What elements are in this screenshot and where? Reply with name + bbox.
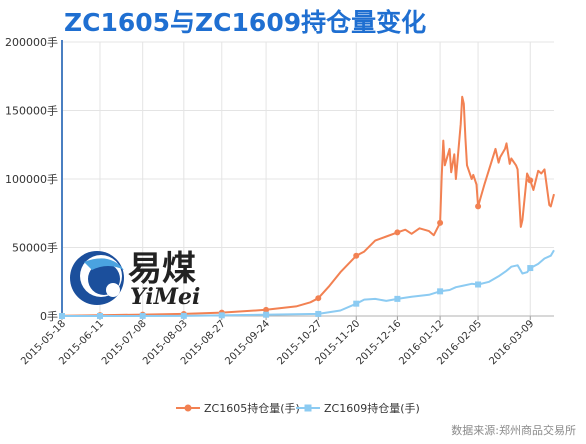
data-point-zc1609 — [475, 281, 482, 288]
x-tick-label: 2015-09-24 — [223, 318, 272, 367]
logo-icon — [70, 251, 124, 305]
data-point-zc1605 — [394, 229, 401, 236]
logo-chinese-text: 易煤 — [128, 249, 196, 289]
data-point-zc1609 — [315, 310, 322, 317]
data-source: 数据来源:郑州商品交易所 — [451, 423, 576, 437]
y-tick-label: 50000手 — [12, 241, 58, 255]
yimei-logo: 易煤 YiMei — [70, 249, 200, 310]
series-line-zc1605 — [61, 95, 555, 317]
data-point-zc1609 — [353, 300, 360, 307]
y-tick-label: 0手 — [40, 309, 58, 323]
data-point-zc1605 — [527, 177, 534, 184]
chart-title: ZC1605与ZC1609持仓量变化 — [64, 8, 426, 37]
x-axis-ticks: 2015-05-182015-06-112015-07-082015-08-03… — [19, 318, 536, 367]
data-point-zc1609 — [394, 295, 401, 302]
data-point-zc1609 — [180, 312, 187, 319]
data-point-zc1605 — [353, 252, 360, 259]
legend-label-zc1609: ZC1609持仓量(手) — [324, 401, 420, 415]
y-tick-label: 200000手 — [5, 35, 58, 49]
data-point-zc1609 — [218, 312, 225, 319]
legend-item-zc1605[interactable]: ZC1605持仓量(手) — [176, 401, 300, 415]
data-point-zc1605 — [437, 219, 444, 226]
y-tick-label: 100000手 — [5, 172, 58, 186]
legend: ZC1605持仓量(手) ZC1609持仓量(手) — [176, 401, 420, 415]
legend-label-zc1605: ZC1605持仓量(手) — [204, 401, 300, 415]
data-point-zc1609 — [263, 311, 270, 318]
data-point-zc1609 — [96, 312, 103, 319]
data-point-zc1609 — [527, 265, 534, 272]
data-point-zc1609 — [139, 312, 146, 319]
data-point-zc1605 — [263, 306, 270, 313]
y-tick-label: 150000手 — [5, 104, 58, 118]
data-point-zc1605 — [315, 295, 322, 302]
data-point-zc1605 — [475, 203, 482, 210]
data-point-zc1609 — [59, 313, 65, 319]
data-point-zc1609 — [437, 288, 444, 295]
series-layer — [59, 95, 555, 319]
logo-english-text: YiMei — [130, 284, 200, 310]
x-tick-label: 2015-12-16 — [355, 318, 404, 367]
x-tick-label: 2016-03-09 — [488, 318, 537, 367]
legend-item-zc1609[interactable]: ZC1609持仓量(手) — [296, 401, 420, 415]
y-axis-ticks: 0手 50000手 100000手 150000手 200000手 — [5, 35, 58, 323]
